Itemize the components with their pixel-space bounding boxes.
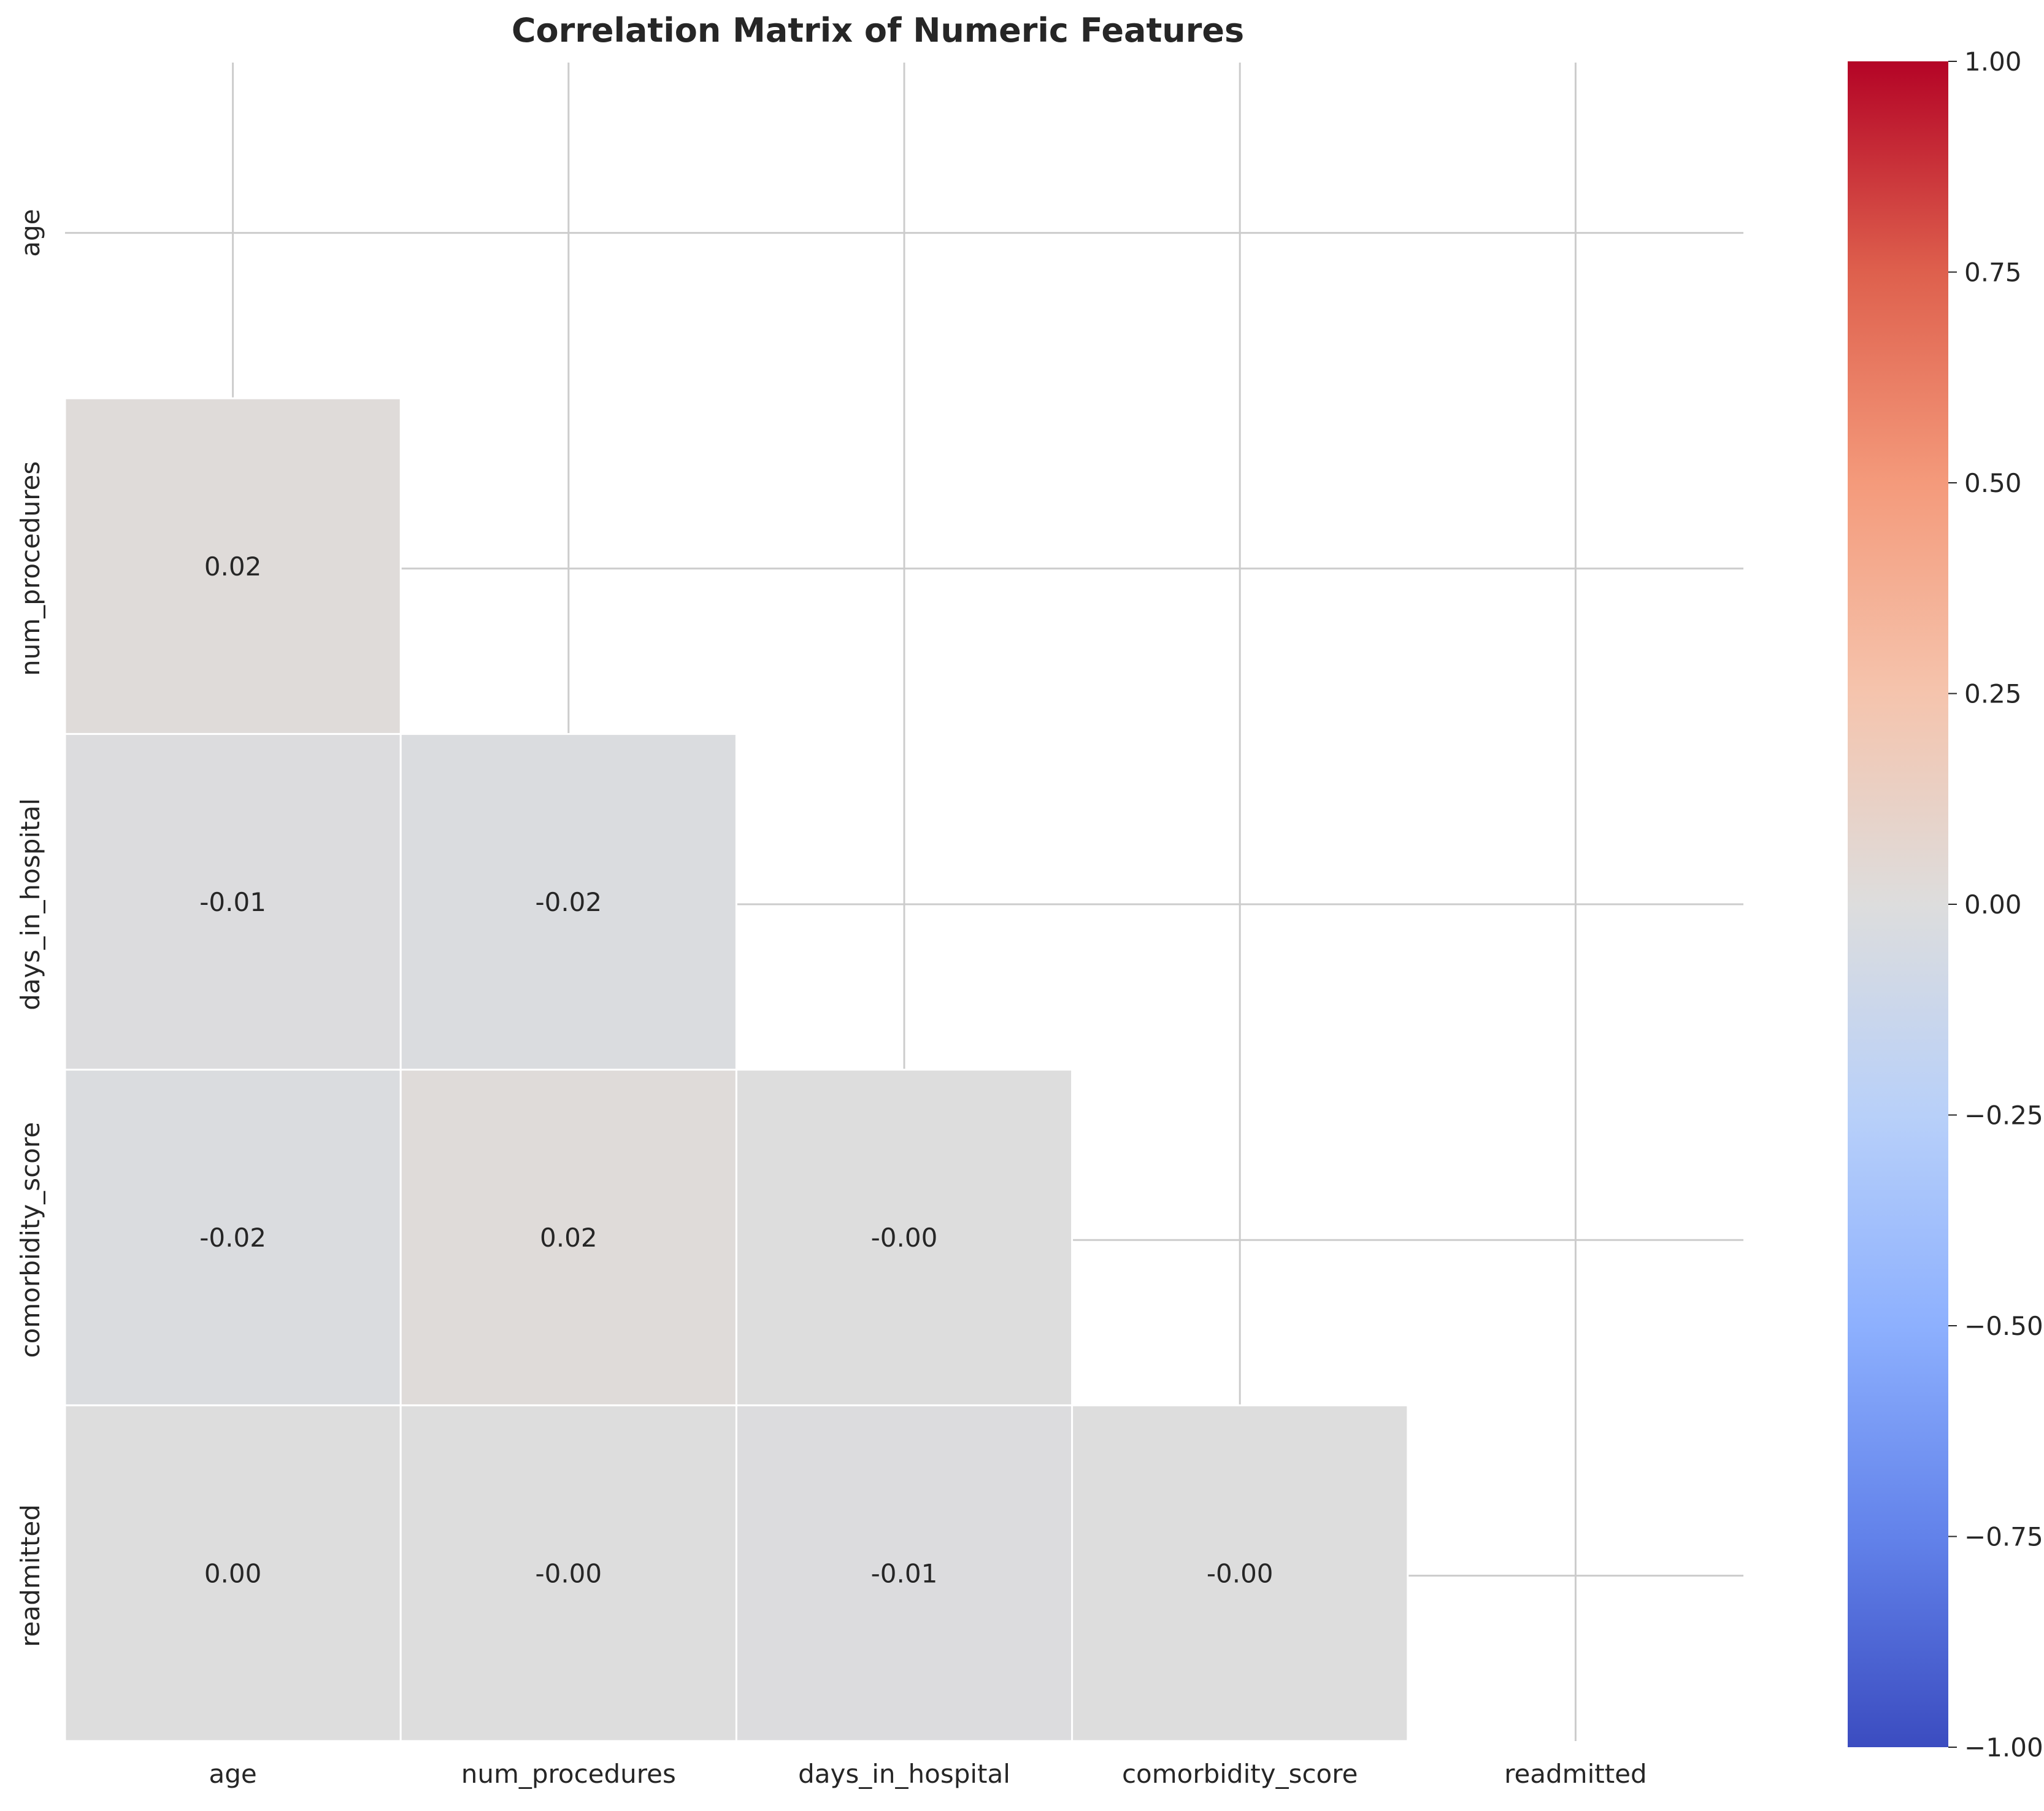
colorbar-tick-label: 0.00 [1964, 890, 2022, 920]
heatmap-cell [64, 1069, 402, 1407]
colorbar-tick-label: 0.50 [1964, 468, 2022, 498]
cell-value-label: -0.01 [199, 887, 266, 917]
colorbar-tick-label: −0.25 [1964, 1101, 2043, 1131]
heatmap-cell [735, 1404, 1074, 1742]
cell-value-label: -0.00 [871, 1223, 938, 1253]
y-tick-label: days_in_hospital [15, 798, 45, 1010]
heatmap-cell [64, 732, 402, 1071]
colorbar-tick-label: 0.25 [1964, 679, 2022, 709]
colorbar: −1.00 −0.75 −0.50 −0.25 0.00 0.25 0.50 0.75 1.00 [1848, 47, 2043, 1763]
x-tick-label: days_in_hospital [798, 1759, 1010, 1789]
colorbar-gradient [1848, 61, 1948, 1747]
heatmap-cell [64, 397, 402, 735]
cell-annotations: 0.02 -0.01 -0.02 -0.02 0.02 -0.00 0.00 -0.00 -0.… [199, 552, 1273, 1589]
x-tick-label: age [209, 1759, 256, 1789]
cell-value-label: -0.02 [535, 887, 602, 917]
cell-value-label: -0.00 [535, 1558, 602, 1588]
colorbar-tick-label: 0.75 [1964, 258, 2022, 288]
cell-value-label: -0.02 [199, 1223, 266, 1253]
heatmap-cell [735, 1069, 1074, 1407]
axis-tick-labels: age age num_procedures num_procedures days_i… [15, 209, 1647, 1789]
chart-title: Correlation Matrix of Numeric Features [512, 11, 1244, 50]
colorbar-tick-label: −1.00 [1964, 1732, 2043, 1763]
y-tick-label: comorbidity_score [15, 1122, 45, 1358]
heatmap-cell [64, 1404, 402, 1742]
cell-value-label: 0.02 [204, 552, 262, 582]
heatmap-cells [64, 397, 1409, 1742]
cell-value-label: -0.01 [871, 1558, 938, 1588]
y-tick-label: num_procedures [15, 461, 45, 676]
x-tick-label: readmitted [1504, 1759, 1647, 1789]
colorbar-tick-label: −0.50 [1964, 1311, 2043, 1341]
colorbar-tick-label: 1.00 [1964, 47, 2022, 77]
x-tick-label: num_procedures [461, 1759, 676, 1789]
colorbar-tick-label: −0.75 [1964, 1522, 2043, 1552]
heatmap-cell [399, 1404, 737, 1742]
y-tick-label: age [15, 209, 45, 256]
cell-value-label: 0.02 [540, 1223, 597, 1253]
cell-value-label: -0.00 [1207, 1558, 1274, 1588]
x-tick-label: comorbidity_score [1122, 1759, 1358, 1789]
heatmap-cell [399, 1069, 737, 1407]
cell-value-label: 0.00 [204, 1558, 262, 1588]
y-tick-label: readmitted [15, 1504, 45, 1647]
heatmap-cell [1071, 1404, 1409, 1742]
